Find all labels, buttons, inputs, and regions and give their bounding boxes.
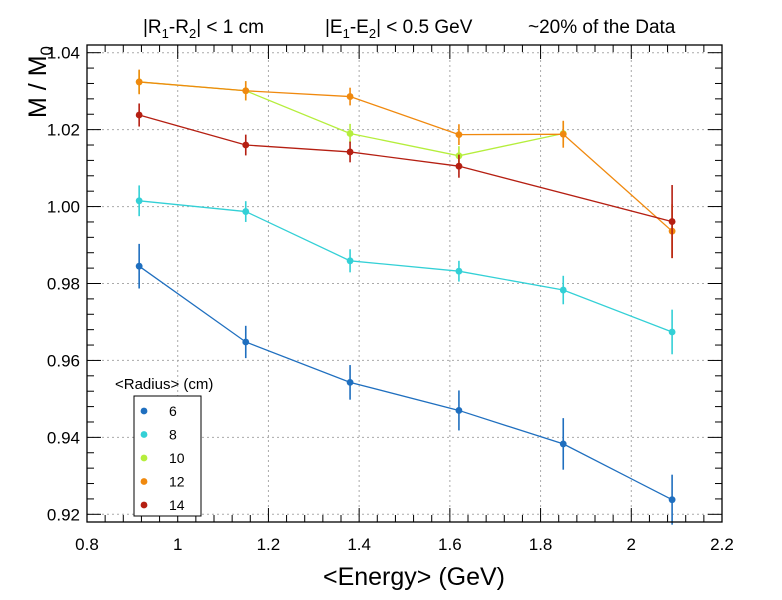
data-point — [668, 218, 676, 225]
legend-marker-10 — [140, 454, 148, 462]
x-tick-label: 1.8 — [529, 535, 553, 554]
legend-label-14: 14 — [169, 497, 185, 513]
y-tick-label: 1.04 — [47, 44, 80, 63]
legend-marker-8 — [140, 431, 148, 438]
data-point — [242, 87, 250, 95]
series-radius-8 — [135, 185, 676, 355]
data-point — [135, 111, 143, 119]
data-point — [455, 267, 463, 275]
legend-label-6: 6 — [169, 403, 177, 419]
series-radius-12 — [135, 69, 676, 259]
data-point — [135, 78, 143, 86]
data-point — [346, 257, 354, 265]
legend-marker-14 — [140, 501, 148, 509]
data-point — [559, 286, 567, 294]
y-axis-label: M / M0 — [24, 46, 56, 118]
legend-label-10: 10 — [169, 450, 185, 466]
data-series — [135, 69, 676, 525]
data-point — [242, 338, 250, 346]
y-tick-label: 0.96 — [47, 351, 80, 370]
data-point — [346, 148, 354, 156]
series-line — [138, 265, 673, 501]
y-tick-label: 0.92 — [47, 505, 80, 524]
x-tick-label: 1.4 — [347, 535, 371, 554]
legend: 6 8 10 12 14 — [133, 395, 202, 517]
data-point — [455, 162, 463, 170]
legend-label-8: 8 — [169, 427, 177, 443]
x-tick-label: 0.8 — [75, 535, 99, 554]
x-axis-label: <Energy> (GeV) — [323, 563, 505, 591]
data-point — [346, 93, 354, 100]
x-tick-label: 1.6 — [438, 535, 462, 554]
legend-marker-12 — [140, 478, 148, 485]
y-tick-label: 1.00 — [47, 198, 80, 217]
legend-marker-6 — [140, 407, 148, 415]
data-point — [455, 407, 463, 414]
data-point — [135, 197, 143, 205]
x-tick-label: 1.2 — [257, 535, 281, 554]
data-point — [559, 440, 567, 448]
series-line — [138, 114, 673, 223]
data-point — [668, 496, 676, 504]
y-tick-label: 1.02 — [47, 121, 80, 140]
data-point — [346, 378, 354, 386]
cut-energy-label: |E1-E2| < 0.5 GeV — [325, 17, 473, 41]
series-line — [139, 81, 564, 157]
series-line — [139, 200, 673, 333]
data-point — [242, 208, 250, 215]
legend-label-12: 12 — [169, 474, 185, 490]
data-point — [346, 130, 354, 137]
x-tick-label: 2.2 — [710, 535, 734, 554]
series-radius-6 — [135, 243, 676, 525]
y-tick-label: 0.94 — [47, 428, 80, 447]
series-radius-14 — [135, 103, 676, 259]
data-point — [135, 262, 143, 270]
axis-ticks: 0.8 1 1.2 1.4 1.6 1.8 2 2.2 0.92 0.94 0.96 0.98 1.00… — [47, 44, 734, 554]
data-point — [242, 141, 250, 149]
data-point — [668, 328, 676, 336]
y-tick-label: 0.98 — [47, 275, 80, 294]
x-tick-label: 2 — [627, 535, 636, 554]
data-point — [455, 131, 463, 139]
series-line — [139, 81, 673, 232]
legend-title: <Radius> (cm) — [115, 376, 213, 393]
x-tick-label: 1 — [173, 535, 182, 554]
data-point — [559, 130, 567, 138]
data-fraction-note: ~20% of the Data — [528, 17, 676, 38]
cut-radius-label: |R1-R2| < 1 cm — [143, 17, 264, 41]
